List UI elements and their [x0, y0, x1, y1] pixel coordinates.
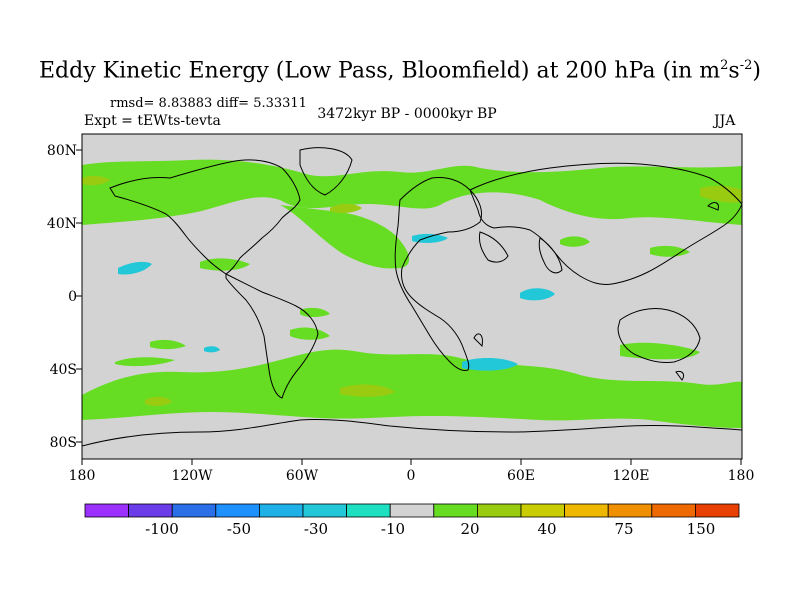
colorbar-label: -10	[380, 520, 406, 538]
positive-strong-region	[145, 396, 172, 406]
positive-strong-region	[340, 384, 395, 397]
south-america-coast	[225, 273, 319, 399]
colorbar-label: -30	[303, 520, 329, 538]
chart-title: Eddy Kinetic Energy (Low Pass, Bloomfiel…	[39, 58, 761, 84]
colorbar-swatch	[389, 503, 435, 518]
colorbar-swatch	[564, 503, 609, 518]
colorbar-swatch	[171, 503, 217, 518]
island-coast	[473, 333, 483, 348]
india-coast	[538, 237, 563, 274]
greenland-coast	[299, 147, 353, 196]
colorbar-swatch	[476, 503, 522, 518]
negative-region	[462, 358, 518, 371]
colorbar-label: 40	[537, 520, 557, 538]
colorbar-label: 75	[614, 520, 634, 538]
asia-coast	[469, 162, 742, 285]
positive-region	[620, 342, 700, 360]
colorbar-label: -100	[145, 520, 179, 538]
colorbar-swatch	[433, 503, 478, 518]
colorbar-label: -50	[226, 520, 252, 538]
positive-strong-region	[82, 175, 110, 186]
x-tick-label: 120W	[171, 468, 213, 484]
island-coast	[675, 371, 685, 381]
colorbar-swatch	[346, 503, 391, 518]
colorbar-swatch	[258, 503, 304, 518]
positive-region	[280, 205, 410, 269]
y-tick-label: 80S	[49, 435, 77, 451]
season-label: JJA	[714, 113, 736, 129]
positive-region	[560, 236, 590, 247]
y-tick-label: 0	[68, 289, 77, 305]
colorbar-swatch	[84, 503, 129, 518]
colorbar-label: 20	[460, 520, 480, 538]
colorbar-swatch	[695, 503, 740, 518]
positive-region	[650, 245, 690, 257]
positive-strong-region	[330, 203, 362, 213]
europe-africa-coast	[394, 177, 483, 371]
stats-line: rmsd= 8.83883 diff= 5.33311	[110, 96, 307, 111]
negative-region	[204, 346, 220, 353]
colorbar-swatch	[651, 503, 696, 518]
positive-region	[82, 349, 742, 428]
colorbar-swatch	[520, 503, 565, 518]
arabia-coast	[479, 231, 509, 263]
y-tick-label: 40N	[46, 216, 77, 232]
x-tick-label: 60W	[285, 468, 319, 484]
x-tick-label: 180	[68, 468, 96, 484]
x-tick-label: 120E	[612, 468, 650, 484]
y-tick-label: 80N	[46, 143, 77, 159]
north-america-coast	[109, 159, 301, 275]
colorbar-swatch	[215, 503, 260, 518]
colorbar-label: 150	[686, 520, 716, 538]
colorbar-swatch	[607, 503, 653, 518]
positive-region	[115, 357, 175, 367]
period-label: 3472kyr BP - 0000kyr BP	[317, 106, 497, 122]
colorbar	[84, 503, 740, 518]
positive-region	[150, 339, 186, 350]
australia-coast	[617, 307, 701, 363]
positive-region	[82, 159, 742, 225]
negative-region	[412, 233, 448, 243]
negative-region	[520, 288, 555, 301]
positive-region	[290, 327, 330, 340]
x-tick-label: 180	[727, 468, 755, 484]
axis-ticks	[76, 149, 742, 465]
positive-region	[300, 307, 330, 317]
x-tick-label: 0	[406, 468, 416, 484]
antarctica-coast	[82, 418, 742, 447]
colorbar-swatch	[302, 503, 347, 518]
coastlines	[82, 147, 742, 447]
anomaly-field	[82, 159, 742, 428]
y-tick-label: 40S	[49, 362, 77, 378]
experiment-label: Expt = tEWts-tevta	[84, 113, 221, 129]
colorbar-swatch	[128, 503, 173, 518]
x-tick-label: 60E	[506, 468, 536, 484]
negative-region	[118, 261, 152, 275]
island-coast	[707, 202, 719, 211]
positive-strong-region	[700, 185, 742, 203]
